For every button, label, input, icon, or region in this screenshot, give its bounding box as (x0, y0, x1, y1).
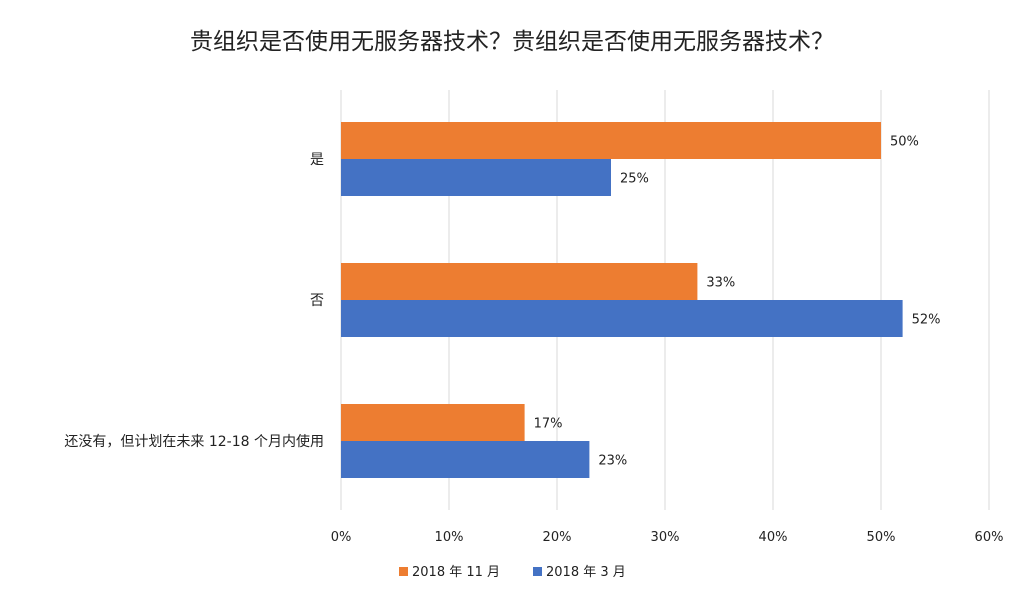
x-tick-label: 30% (651, 530, 680, 545)
data-label: 25% (620, 172, 649, 187)
x-tick-label: 40% (759, 530, 788, 545)
bar-mar-2018 (341, 441, 590, 478)
legend: 2018 年 11 月 2018 年 3 月 (399, 565, 626, 580)
legend-swatch (533, 567, 542, 576)
bar-nov-2018 (341, 122, 881, 159)
data-label: 33% (706, 276, 735, 291)
data-label: 52% (912, 313, 941, 328)
chart-title: 贵组织是否使用无服务器技术？贵组织是否使用无服务器技术？ (190, 29, 834, 55)
x-tick-label: 10% (435, 530, 464, 545)
data-label: 50% (890, 135, 919, 150)
category-label: 是 (310, 152, 324, 168)
legend-swatch (399, 567, 408, 576)
bar-nov-2018 (341, 263, 698, 300)
bar-mar-2018 (341, 159, 611, 196)
bar-mar-2018 (341, 300, 903, 337)
legend-label: 2018 年 11 月 (412, 565, 500, 580)
x-tick-label: 60% (975, 530, 1004, 545)
bar-nov-2018 (341, 404, 525, 441)
data-label: 23% (598, 454, 627, 469)
category-label: 否 (310, 293, 324, 309)
data-labels: 50% 25% 33% 52% 17% 23% (534, 135, 941, 469)
x-tick-label: 0% (331, 530, 352, 545)
data-label: 17% (534, 417, 563, 432)
category-label: 还没有，但计划在未来 12-18 个月内使用 (64, 433, 324, 450)
bars (341, 122, 903, 478)
x-tick-label: 20% (543, 530, 572, 545)
x-axis-tick-labels: 0% 10% 20% 30% 40% 50% 60% (331, 530, 1004, 545)
legend-label: 2018 年 3 月 (546, 565, 626, 580)
x-tick-label: 50% (867, 530, 896, 545)
